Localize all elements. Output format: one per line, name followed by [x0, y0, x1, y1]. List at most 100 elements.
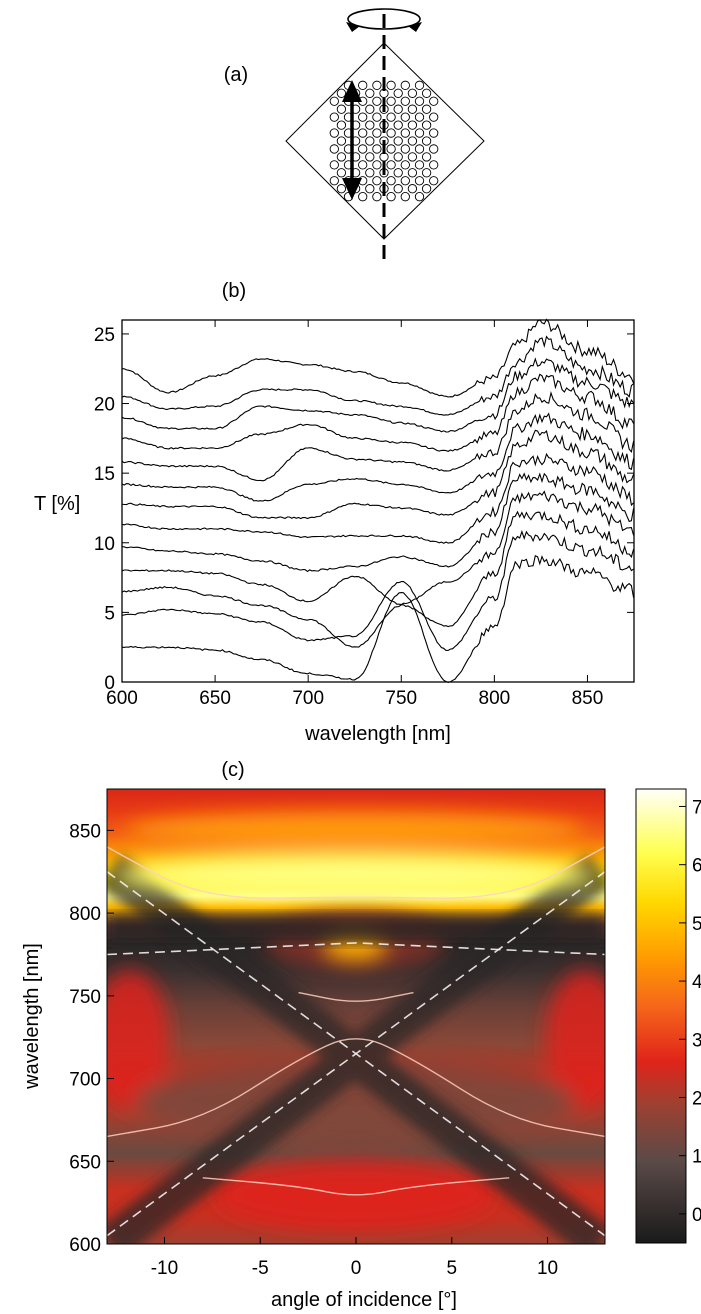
heatmap-image — [107, 789, 605, 1244]
hole-icon — [400, 176, 410, 186]
y-tick-label: 600 — [69, 1235, 101, 1256]
spectrum-line-7 — [121, 452, 634, 544]
hole-icon — [372, 192, 382, 202]
y-tick-label: 20 — [94, 395, 115, 416]
mode-curve-2 — [298, 991, 414, 1002]
hole-icon — [429, 112, 439, 122]
hole-icon — [421, 152, 432, 162]
hole-icon — [386, 176, 396, 186]
spectrum-line-1 — [121, 335, 634, 416]
hole-icon — [407, 88, 418, 98]
hole-icon — [407, 168, 418, 178]
y-tick-label: 700 — [69, 1070, 101, 1091]
colorbar-tick-label: 6 — [692, 856, 701, 877]
hole-icon — [421, 120, 432, 130]
hole-icon — [329, 144, 339, 154]
panel-c-label: (c) — [221, 759, 244, 781]
x-tick-label: 650 — [199, 688, 231, 709]
hole-icon — [414, 144, 425, 154]
colorbar-tick-label: 4 — [692, 972, 701, 993]
hole-icon — [429, 144, 439, 154]
spectrum-line-10 — [121, 510, 635, 648]
hole-icon — [407, 120, 418, 130]
hole-icon — [386, 144, 396, 154]
spectrum-line-8 — [121, 472, 635, 573]
y-tick-label: 850 — [69, 821, 101, 842]
hole-icon — [407, 136, 418, 146]
hole-icon — [386, 160, 396, 170]
hole-icon — [400, 144, 410, 154]
chart-c-ticks: -10 -5 0 5 10 600 650 700 750 800 850 — [69, 821, 558, 1279]
hole-icon — [365, 168, 375, 178]
chart-c-ylabel: wavelength [nm] — [21, 943, 43, 1090]
hole-icon — [400, 80, 410, 90]
hole-icon — [372, 80, 382, 90]
hole-icon — [421, 184, 432, 194]
x-tick-label: -5 — [252, 1258, 269, 1279]
hole-icon — [372, 112, 382, 122]
hole-icon — [365, 136, 375, 146]
hole-icon — [372, 176, 382, 186]
spectrum-line-4 — [121, 391, 635, 482]
x-tick-label: 850 — [572, 688, 604, 709]
colorbar-tick-label: 2 — [692, 1088, 701, 1109]
spectrum-line-2 — [121, 357, 635, 433]
y-tick-label: 650 — [69, 1152, 101, 1173]
dashed-guide-line-2 — [107, 942, 605, 956]
hole-icon — [407, 104, 418, 114]
hole-icon — [414, 96, 425, 106]
chart-b-frame — [121, 319, 635, 683]
hole-icon — [414, 160, 425, 170]
hole-icon — [336, 104, 347, 114]
x-tick-label: 10 — [537, 1258, 558, 1279]
hole-icon — [421, 136, 432, 146]
hole-icon — [414, 176, 425, 186]
hole-icon — [336, 184, 347, 194]
hole-icon — [393, 88, 403, 98]
x-tick-label: 0 — [351, 1258, 362, 1279]
hole-icon — [400, 96, 410, 106]
spectrum-line-12 — [121, 555, 635, 683]
x-tick-label: 600 — [106, 688, 138, 709]
hole-icon — [329, 96, 339, 106]
mode-curve-0 — [107, 846, 605, 899]
y-tick-label: 800 — [69, 904, 101, 925]
hole-icon — [393, 136, 403, 146]
chart-b: 600 650 700 750 800 850 0 5 10 15 20 25 T [%] wavel… — [34, 318, 635, 745]
chart-b-series — [121, 318, 635, 683]
colorbar-tick-label: 7 — [692, 797, 701, 818]
y-tick-label: 25 — [94, 325, 115, 346]
panel-a-schematic: (a) — [224, 8, 485, 264]
hole-icon — [365, 104, 375, 114]
spectrum-line-0 — [121, 318, 635, 398]
x-tick-label: 700 — [292, 688, 324, 709]
colorbar-tick-label: 5 — [692, 914, 701, 935]
colorbar-tick-label: 1 — [692, 1147, 701, 1168]
hole-icon — [414, 112, 425, 122]
hole-icon — [421, 168, 432, 178]
hole-icon — [336, 136, 347, 146]
hole-icon — [329, 160, 339, 170]
hole-icon — [414, 128, 425, 138]
colorbar-tick-label: 0 — [692, 1205, 701, 1226]
hole-icon — [421, 88, 432, 98]
mode-curve-3 — [202, 1177, 510, 1196]
hole-icon — [372, 144, 382, 154]
hole-icon — [386, 192, 396, 202]
hole-icon — [414, 80, 425, 90]
hole-icon — [336, 168, 347, 178]
y-tick-label: 750 — [69, 987, 101, 1008]
hole-icon — [400, 160, 410, 170]
hole-icon — [358, 192, 368, 202]
hole-icon — [393, 152, 403, 162]
hole-icon — [336, 152, 347, 162]
colorbar-ticks: 0 1 2 3 4 5 6 7 — [679, 797, 701, 1226]
hole-icon — [400, 128, 410, 138]
colorbar-tick-label: 3 — [692, 1030, 701, 1051]
hole-icon — [358, 80, 368, 90]
hole-icon — [329, 128, 339, 138]
x-tick-label: 5 — [446, 1258, 457, 1279]
hole-icon — [365, 152, 375, 162]
x-tick-label: 750 — [385, 688, 417, 709]
